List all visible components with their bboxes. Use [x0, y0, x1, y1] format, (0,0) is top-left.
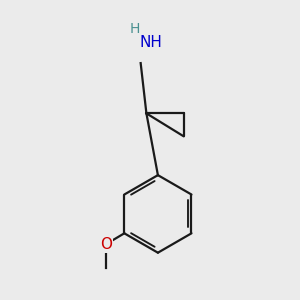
Text: O: O: [100, 237, 112, 252]
Text: H: H: [130, 22, 140, 36]
Text: NH: NH: [140, 35, 163, 50]
